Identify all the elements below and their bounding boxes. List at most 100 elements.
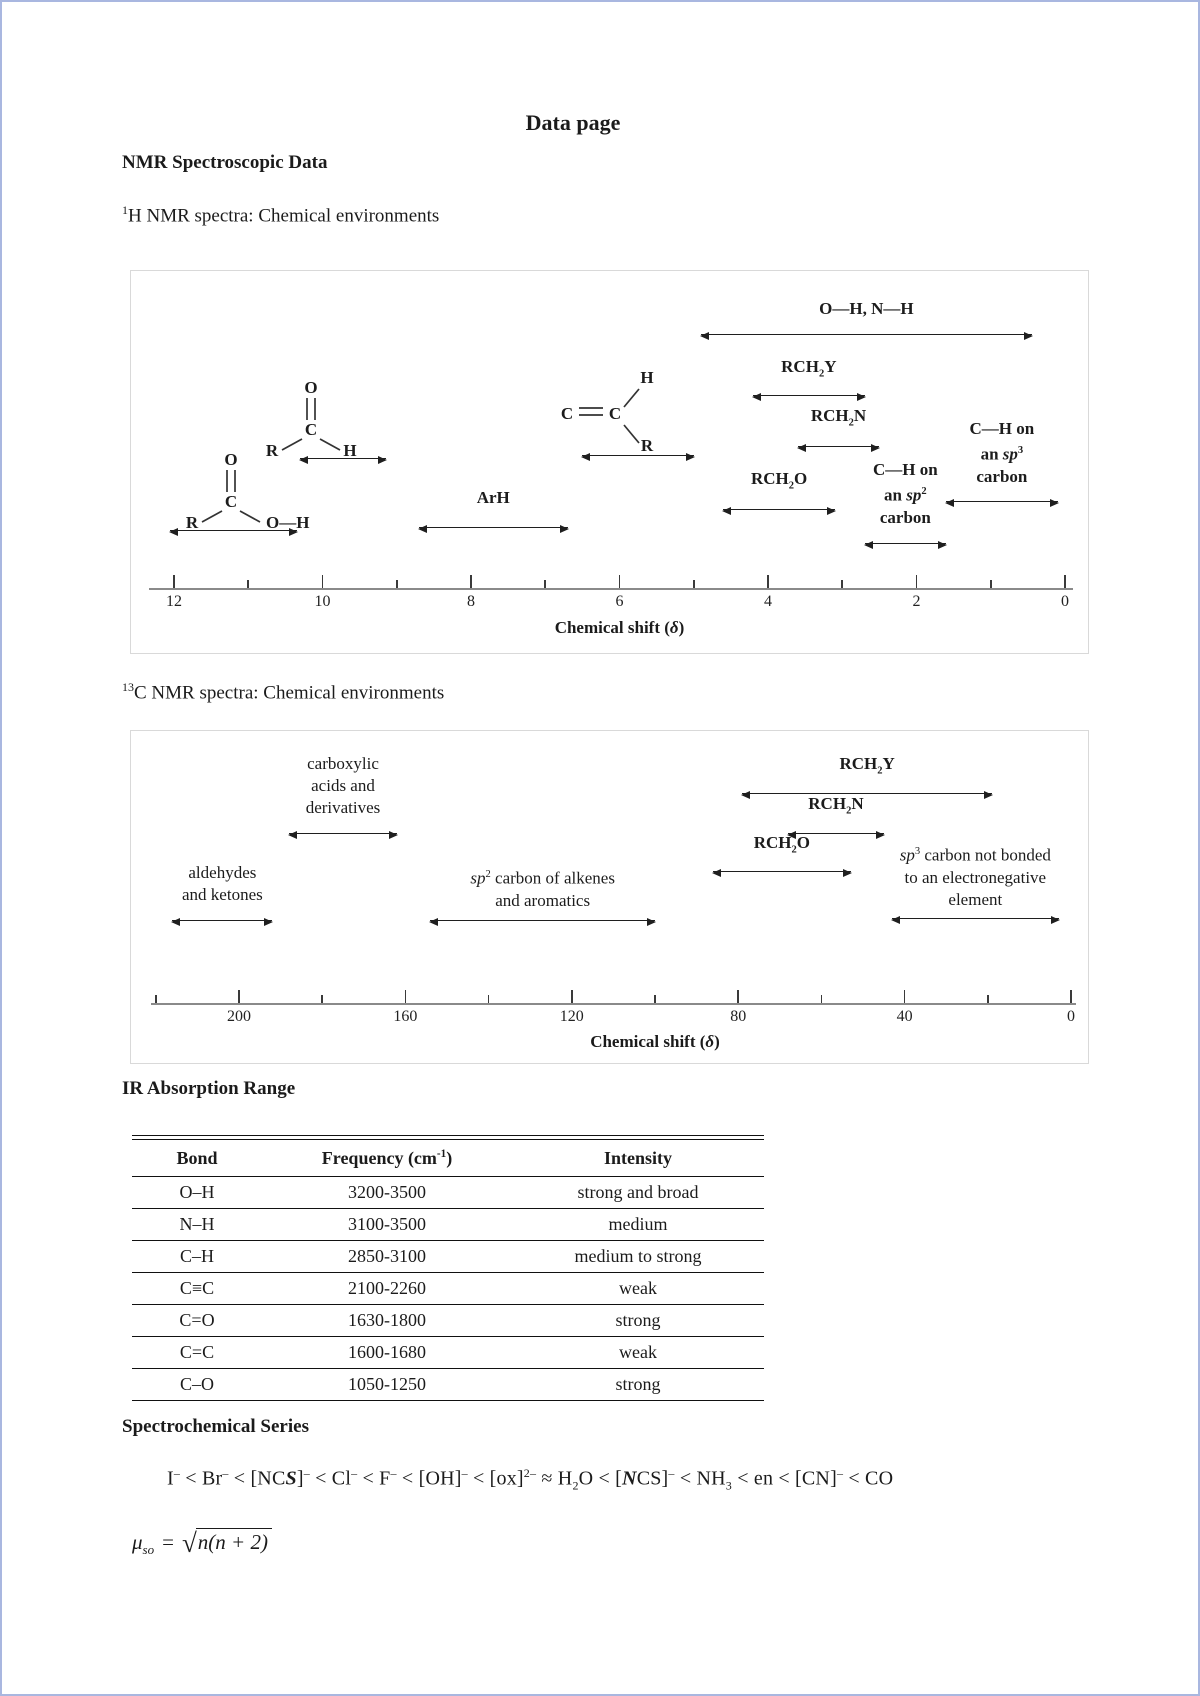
table-top-rule — [132, 1135, 764, 1140]
ch-sp3-carbon-range-arrow — [945, 499, 1059, 507]
axis-tick-label: 200 — [227, 1008, 251, 1025]
axis-tick-label: 120 — [559, 1008, 584, 1025]
axis-minor-tick — [395, 580, 398, 588]
carboxyl-structure: O C R O—H — [186, 450, 310, 532]
axis-tick-label: 0 — [1067, 1008, 1075, 1025]
ir-table-cell: 1600-1680 — [348, 1342, 426, 1362]
sp2-alkenes-aromatics-range-arrow — [429, 918, 656, 926]
ir-table-row: C≡C 2100-2260 weak — [132, 1273, 764, 1305]
axis-tick-label: 12 — [166, 593, 182, 610]
arh-range-arrow — [418, 525, 569, 533]
sp3-not-bonded-label: sp3 carbon not bonded to an electronegati… — [899, 845, 1051, 909]
axis-minor-tick — [987, 995, 989, 1003]
page-title: Data page — [525, 110, 621, 135]
ir-table-cell: 2100-2260 — [348, 1278, 426, 1298]
axis-caption: Chemical shift (δ) — [590, 1032, 720, 1051]
svg-text:O: O — [224, 450, 237, 469]
axis-minor-tick — [487, 995, 490, 1003]
aldehyde-h-range-arrow — [299, 456, 387, 464]
axis-major-tick — [173, 575, 175, 588]
ir-absorption-table: Bond Frequency (cm-1) Intensity O–H 3200-350… — [132, 1135, 764, 1401]
axis-minor-tick — [989, 580, 992, 588]
rch2n-range-arrow — [787, 831, 885, 839]
axis-major-tick — [404, 990, 407, 1003]
rch2y-label: RCH2Y — [839, 754, 895, 777]
rch2y-range-arrow — [752, 393, 866, 401]
section-heading-ir: IR Absorption Range — [122, 1078, 296, 1099]
svg-text:R: R — [266, 441, 279, 457]
x-axis — [149, 588, 1073, 590]
axis-tick-label: 6 — [615, 593, 624, 610]
ir-table-cell: strong — [615, 1310, 661, 1330]
ir-table-cell: weak — [619, 1342, 657, 1362]
radicand: n(n + 2) — [195, 1528, 272, 1554]
ir-table-cell: 3100-3500 — [348, 1214, 426, 1234]
axis-tick-label: 2 — [912, 593, 921, 610]
ir-table-cell: C–H — [179, 1246, 214, 1266]
rch2y-label: RCH2Y — [781, 357, 837, 380]
axis-tick-label: 4 — [764, 593, 772, 610]
rch2o-range-arrow — [722, 507, 837, 515]
vinyl-h-range-arrow — [581, 453, 696, 461]
rch2o-label: RCH2O — [753, 833, 811, 856]
axis-major-tick — [737, 990, 739, 1003]
rch2y-range-arrow — [741, 791, 993, 799]
ir-table-row: C–O 1050-1250 strong — [132, 1369, 764, 1401]
svg-text:C: C — [305, 420, 317, 439]
ir-table-cell: weak — [619, 1278, 657, 1298]
section-heading-spectrochemical: Spectrochemical Series — [122, 1416, 309, 1437]
isotope-superscript: 13 — [122, 680, 134, 694]
aldehydes-ketones-range-arrow — [171, 918, 274, 926]
ir-table-cell: C=O — [179, 1310, 215, 1330]
axis-minor-tick — [654, 995, 656, 1003]
axis-minor-tick — [321, 995, 323, 1003]
aldehyde-h-structure: O C R H — [236, 377, 406, 462]
subsection-heading-13c-nmr: 13C NMR spectra: Chemical environments — [122, 680, 445, 704]
ir-table-cell: O–H — [179, 1182, 215, 1202]
axis-tick-label: 10 — [314, 593, 331, 610]
svg-text:O—H: O—H — [266, 513, 309, 529]
axis-tick-label: 8 — [467, 593, 475, 610]
x-axis — [151, 1003, 1076, 1005]
axis-major-tick — [238, 990, 240, 1003]
axis-major-tick — [1064, 575, 1066, 588]
axis-minor-tick — [692, 580, 695, 588]
svg-text:H: H — [343, 441, 356, 457]
mu-subscript: so — [142, 1542, 155, 1558]
axis-minor-tick — [247, 580, 250, 588]
rch2o-label: RCH2O — [750, 469, 808, 492]
ir-table-cell: 3200-3500 — [348, 1182, 426, 1202]
rch2n-range-arrow — [796, 444, 881, 452]
carboxylic-acids-label: carboxylic acids and derivatives — [305, 754, 381, 817]
sp3-not-bonded-range-arrow — [891, 916, 1060, 924]
svg-text:R: R — [641, 436, 654, 453]
svg-text:C: C — [609, 404, 621, 423]
axis-minor-tick — [820, 995, 823, 1003]
ir-table-cell: strong and broad — [577, 1182, 699, 1202]
ir-table-cell: medium to strong — [574, 1246, 702, 1266]
ir-table-header-cell: Bond — [176, 1147, 218, 1168]
axis-major-tick — [1070, 990, 1072, 1003]
ir-table-row: C–H 2850-3100 medium to strong — [132, 1241, 764, 1273]
rch2n-label: RCH2N — [810, 406, 867, 429]
ir-table-cell: C=C — [179, 1342, 215, 1362]
radical-sign: √ — [181, 1528, 197, 1558]
axis-minor-tick — [544, 580, 547, 588]
spectrochemical-series: I– < Br– < [NCS]– < Cl– < F– < [OH]– < [… — [167, 1466, 894, 1493]
ir-table-header-row: Bond Frequency (cm-1) Intensity — [132, 1140, 764, 1177]
axis-tick-label: 160 — [393, 1008, 418, 1025]
svg-text:C: C — [225, 492, 237, 511]
axis-major-tick — [571, 990, 573, 1003]
svg-text:R: R — [186, 513, 199, 529]
axis-major-tick — [321, 575, 324, 588]
aldehydes-ketones-label: aldehydes and ketones — [182, 863, 263, 904]
c13-nmr-shift-chart: 200 160 120 80 40 0 Chemical shift (δ) carboxyl… — [130, 730, 1089, 1064]
ir-table-cell: 1630-1800 — [348, 1310, 426, 1330]
axis-major-tick — [915, 575, 918, 588]
ir-table-row: O–H 3200-3500 strong and broad — [132, 1177, 764, 1209]
mu-symbol: μ — [132, 1530, 143, 1554]
ir-table-row: C=C 1600-1680 weak — [132, 1337, 764, 1369]
carboxylic-acid-h-range-arrow — [169, 528, 298, 536]
sp2-alkenes-aromatics-label: sp2 carbon of alkenes and aromatics — [470, 868, 615, 910]
